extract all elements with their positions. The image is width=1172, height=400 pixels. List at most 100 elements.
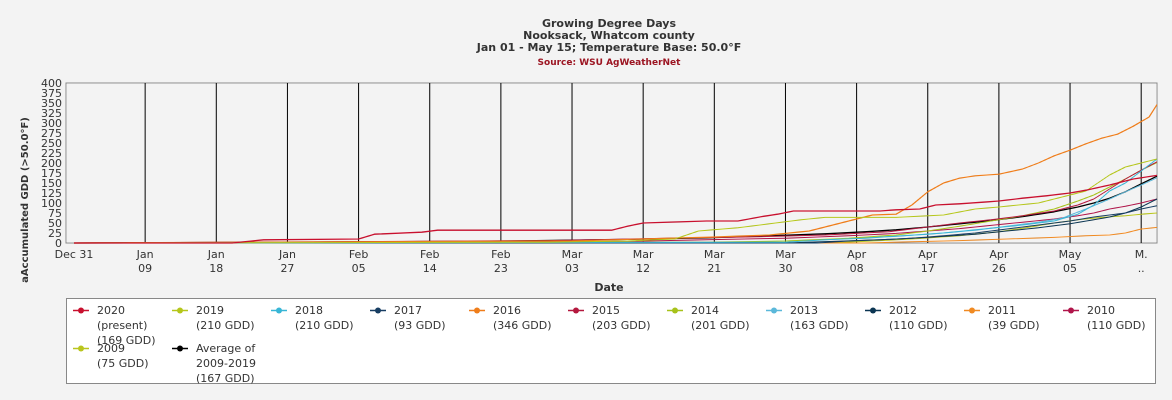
x-tick-label: Apr [918, 248, 938, 261]
x-tick-label: 14 [423, 262, 437, 275]
y-tick-label: 50 [48, 217, 62, 230]
x-tick-label: Mar [775, 248, 796, 261]
legend-label: 2017 (93 GDD) [394, 303, 474, 333]
legend-label-line: 2012 [889, 304, 917, 317]
series-line [74, 226, 1158, 244]
legend-marker-icon [568, 307, 584, 314]
legend-label: 2016 (346 GDD) [493, 303, 573, 333]
legend-label-line: (203 GDD) [592, 319, 651, 332]
y-tick-label: 300 [41, 117, 62, 130]
chart-subtitle-range: Jan 01 - May 15; Temperature Base: 50.0°… [476, 41, 741, 54]
legend-label-line: (167 GDD) [196, 372, 255, 385]
legend-marker-dot [177, 307, 183, 314]
y-tick-label: 0 [55, 237, 62, 250]
legend-label: 2019 (210 GDD) [196, 303, 276, 333]
y-tick-label: 275 [41, 127, 62, 140]
legend-marker-dot [375, 307, 381, 314]
x-tick-label: Mar [704, 248, 725, 261]
x-tick-label: 05 [1063, 262, 1077, 275]
x-tick-label: Mar [562, 248, 583, 261]
chart-subtitle: Nooksack, Whatcom county [523, 29, 695, 42]
gdd-chart: Growing Degree Days Nooksack, Whatcom co… [20, 17, 1158, 294]
x-tick-label: Dec 31 [55, 248, 94, 261]
legend-label-line: Average of [196, 342, 256, 355]
legend-marker-icon [73, 345, 89, 352]
x-tick-label: 21 [707, 262, 721, 275]
legend-marker-icon [73, 307, 89, 314]
x-tick-label: Apr [989, 248, 1009, 261]
x-tick-label: 12 [636, 262, 650, 275]
legend-label-line: (39 GDD) [988, 319, 1040, 332]
legend-marker-icon [964, 307, 980, 314]
x-tick-label: 23 [494, 262, 508, 275]
legend-label-line: 2013 [790, 304, 818, 317]
legend-marker-dot [969, 307, 975, 314]
x-tick-label: 05 [352, 262, 366, 275]
legend-label-line: 2016 [493, 304, 521, 317]
legend-label-line: (110 GDD) [1087, 319, 1146, 332]
legend-marker-dot [276, 307, 282, 314]
legend-label-line: (110 GDD) [889, 319, 948, 332]
x-tick-label: Jan [136, 248, 154, 261]
legend-label-line: 2014 [691, 304, 719, 317]
legend-marker-icon [1063, 307, 1079, 314]
y-tick-label: 200 [41, 157, 62, 170]
legend-label: 2018 (210 GDD) [295, 303, 375, 333]
x-tick-label: Feb [491, 248, 510, 261]
legend-label-line: (210 GDD) [295, 319, 354, 332]
legend-label: 2009 (75 GDD) [97, 341, 177, 371]
legend-marker-dot [573, 307, 579, 314]
x-tick-label: 27 [280, 262, 294, 275]
legend-label-line: (93 GDD) [394, 319, 446, 332]
chart-source: Source: WSU AgWeatherNet [538, 58, 682, 68]
series-line [73, 198, 1158, 244]
y-tick-label: 225 [41, 147, 62, 160]
x-tick-label: 09 [138, 262, 152, 275]
legend-label-line: 2010 [1087, 304, 1115, 317]
y-tick-label: 100 [41, 197, 62, 210]
x-tick-label: Jan [207, 248, 225, 261]
y-tick-label: 325 [41, 107, 62, 120]
legend-label-line: (201 GDD) [691, 319, 750, 332]
legend-marker-dot [78, 345, 84, 352]
legend-label-line: 2015 [592, 304, 620, 317]
legend-label-line: 2018 [295, 304, 323, 317]
legend-label-line: 2009-2019 [196, 357, 256, 370]
legend-label: 2020 (present) (169 GDD) [97, 303, 177, 348]
legend-marker-dot [177, 345, 183, 352]
legend-label-line: 2009 [97, 342, 125, 355]
legend-label: 2015 (203 GDD) [592, 303, 672, 333]
legend-marker-dot [771, 307, 777, 314]
y-tick-label: 125 [41, 187, 62, 200]
x-tick-label: 26 [992, 262, 1006, 275]
series-line [74, 174, 1158, 244]
chart-title: Growing Degree Days [542, 17, 677, 30]
legend-marker-icon [172, 345, 188, 352]
x-tick-label: 30 [778, 262, 792, 275]
series-line [73, 158, 1158, 244]
legend-marker-dot [78, 307, 84, 314]
y-tick-label: 350 [41, 97, 62, 110]
x-tick-label: 08 [850, 262, 864, 275]
legend-label-line: (163 GDD) [790, 319, 849, 332]
y-tick-label: 150 [41, 177, 62, 190]
legend-label: 2013 (163 GDD) [790, 303, 870, 333]
legend-label-line: (169 GDD) [97, 334, 156, 347]
legend-marker-dot [870, 307, 876, 314]
legend: 2020 (present) (169 GDD) 2019 (210 GDD) 2018 (… [66, 298, 1156, 385]
y-tick-label: 400 [41, 77, 62, 90]
y-axis: 0255075100125150175200225250275300325350… [41, 77, 62, 250]
legend-label: 2014 (201 GDD) [691, 303, 771, 333]
x-tick-label: 18 [209, 262, 223, 275]
x-tick-label: 03 [565, 262, 579, 275]
y-tick-label: 250 [41, 137, 62, 150]
x-tick-label: Feb [349, 248, 368, 261]
legend-label-line: 2020 [97, 304, 125, 317]
x-axis: Dec 31 Jan09Jan18Jan27Feb05Feb14Feb23Mar0… [55, 248, 1148, 275]
legend-label-line: (present) [97, 319, 148, 332]
legend-marker-icon [766, 307, 782, 314]
series-line [73, 158, 1158, 244]
legend-label-line: 2019 [196, 304, 224, 317]
x-axis-label: Date [594, 281, 623, 294]
x-tick-label: Mar [633, 248, 654, 261]
